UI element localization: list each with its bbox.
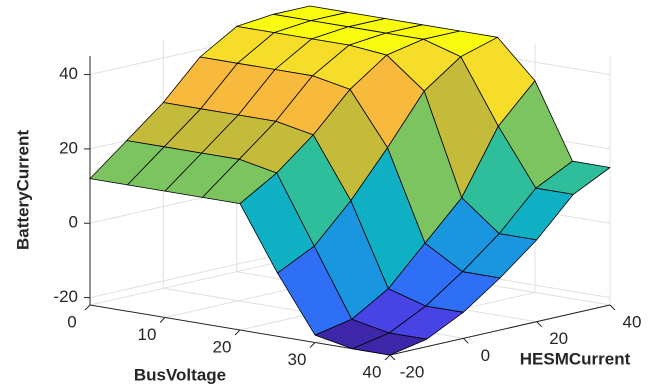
x-tick-label: 30 bbox=[288, 350, 307, 369]
y-tick bbox=[536, 321, 543, 328]
z-tick-label: -20 bbox=[53, 287, 78, 306]
x-tick bbox=[384, 354, 391, 361]
y-tick-label: 20 bbox=[549, 329, 568, 348]
y-tick-label: 40 bbox=[623, 312, 642, 331]
x-tick bbox=[159, 317, 166, 323]
y-tick bbox=[609, 304, 616, 311]
y-axis-label: HESMCurrent bbox=[520, 349, 631, 368]
y-tick bbox=[462, 337, 469, 344]
x-tick bbox=[234, 329, 241, 336]
x-tick-label: 10 bbox=[138, 325, 157, 344]
axis-line bbox=[389, 304, 611, 356]
z-tick-label: 40 bbox=[59, 64, 78, 83]
x-axis-label: BusVoltage bbox=[134, 365, 226, 384]
z-tick-label: 0 bbox=[69, 213, 78, 232]
z-tick-label: 20 bbox=[59, 138, 78, 157]
y-tick-label: 0 bbox=[481, 346, 490, 365]
surface-patch bbox=[352, 332, 428, 356]
x-tick bbox=[309, 342, 316, 348]
x-tick-label: 0 bbox=[67, 312, 76, 331]
z-axis-label: BatteryCurrent bbox=[13, 130, 32, 250]
x-tick-label: 40 bbox=[363, 362, 382, 381]
x-tick bbox=[84, 304, 91, 311]
y-tick bbox=[389, 354, 396, 361]
y-tick-label: -20 bbox=[400, 362, 425, 381]
x-tick-label: 20 bbox=[213, 337, 232, 356]
